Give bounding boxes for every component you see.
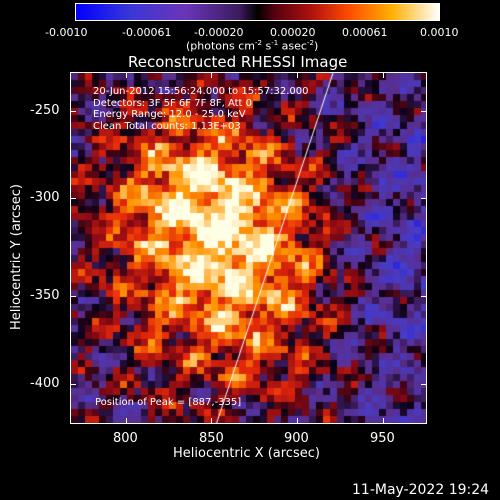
tick-mark <box>421 296 427 297</box>
colorbar-label-5: 0.00061 <box>342 26 388 39</box>
tick-mark <box>126 72 127 78</box>
colorbar-unit: (photons cm-2 s-1 asec-2) <box>186 39 319 53</box>
colorbar-label-3: -0.00020 <box>194 26 244 39</box>
colorbar-label-6: 0.0010 <box>420 26 459 39</box>
colorbar <box>75 3 440 21</box>
tick-mark <box>70 296 76 297</box>
y-tick-label: -350 <box>30 288 60 303</box>
info-counts: Clean Total counts: 1.13E+03 <box>93 120 241 132</box>
tick-mark <box>211 418 212 424</box>
rhessi-heatmap <box>71 73 426 423</box>
tick-mark <box>297 72 298 78</box>
x-tick-label: 950 <box>370 431 395 446</box>
footer-timestamp: 11-May-2022 19:24 <box>352 482 490 498</box>
tick-mark <box>383 418 384 424</box>
peak-position: Position of Peak = [887,-335] <box>95 397 242 408</box>
colorbar-label-1: -0.0010 <box>45 26 88 39</box>
y-tick-label: -250 <box>30 103 60 118</box>
y-tick-label: -300 <box>30 190 60 205</box>
tick-mark <box>70 111 76 112</box>
x-tick-label: 850 <box>199 431 224 446</box>
tick-mark <box>70 198 76 199</box>
tick-mark <box>126 418 127 424</box>
tick-mark <box>211 72 212 78</box>
rhessi-image <box>70 72 427 424</box>
colorbar-label-4: 0.00020 <box>270 26 316 39</box>
tick-mark <box>421 198 427 199</box>
x-tick-label: 800 <box>113 431 138 446</box>
observation-info: 20-Jun-2012 15:56:24.000 to 15:57:32.000… <box>93 86 309 132</box>
x-axis-label: Heliocentric X (arcsec) <box>173 446 320 461</box>
info-time: 20-Jun-2012 15:56:24.000 to 15:57:32.000 <box>93 86 309 97</box>
tick-mark <box>421 384 427 385</box>
y-axis-label: Heliocentric Y (arcsec) <box>9 184 24 330</box>
tick-mark <box>421 111 427 112</box>
y-tick-label: -400 <box>30 376 60 391</box>
tick-mark <box>70 384 76 385</box>
tick-mark <box>297 418 298 424</box>
tick-mark <box>383 72 384 78</box>
colorbar-label-2: -0.00061 <box>122 26 172 39</box>
plot-title: Reconstructed RHESSI Image <box>128 53 348 71</box>
info-energy: Energy Range: 12.0 - 25.0 keV <box>93 109 246 120</box>
info-detectors: Detectors: 3F 5F 6F 7F 8F, Att 0 <box>93 97 253 109</box>
x-tick-label: 900 <box>284 431 309 446</box>
